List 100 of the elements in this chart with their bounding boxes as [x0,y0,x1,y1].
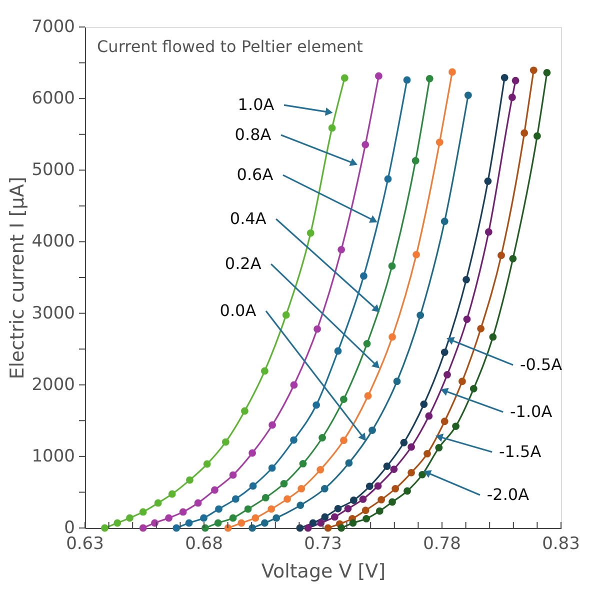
point [444,370,451,378]
point [260,519,268,527]
annotation: -1.5A [499,442,542,462]
point [260,367,268,375]
point [252,514,260,522]
point [268,505,276,513]
point [338,246,346,254]
point [304,524,312,532]
point [392,485,400,492]
point [126,514,134,522]
point [306,229,314,237]
point [238,519,246,527]
point [248,524,256,532]
point [412,156,420,164]
point [366,482,374,490]
point [248,449,256,457]
annotation: -0.5A [520,354,562,374]
annotation: 1.0A [238,95,274,114]
point [448,68,456,76]
point [362,514,370,522]
y-tick-label: 2000 [32,374,75,395]
point [440,218,448,226]
point [298,485,306,492]
point [318,434,326,442]
point [340,436,348,444]
point [284,495,292,503]
annotation: 0.8A [234,124,272,144]
point [214,519,222,527]
point [484,228,492,236]
point [520,129,528,137]
point [462,276,470,284]
point [362,140,370,148]
point [338,524,346,532]
point [452,422,460,430]
point [290,436,298,444]
point [320,485,328,492]
point [296,502,304,510]
annotation: 0.0A [220,301,256,320]
point [203,460,211,468]
point [543,68,551,76]
point [139,508,147,516]
point [412,250,420,258]
point [362,506,370,514]
point [330,513,338,521]
point [290,381,298,389]
point [321,513,329,521]
annotation: 0.2A [224,254,262,274]
point [324,524,332,532]
point [179,508,187,516]
point [376,507,384,515]
point [508,94,516,102]
point [316,466,324,474]
point [440,348,448,356]
y-tick-label: 4000 [32,232,75,252]
x-tick-label: 0.78 [423,534,461,554]
y-axis-title: Electric current I [μA] [6,176,28,380]
point [232,495,240,503]
point [393,378,401,386]
point [426,74,434,82]
point [296,524,304,532]
point [340,396,348,404]
point [249,482,257,490]
point [477,324,484,332]
point [463,316,471,323]
point [403,76,411,84]
point [328,124,336,132]
point [420,400,428,408]
point [262,494,270,502]
point [299,460,307,468]
point [384,175,392,183]
annotation: -2.0A [486,485,530,504]
point [165,514,172,522]
x-tick-label: 0.83 [542,534,580,554]
point [215,505,222,513]
point [268,464,276,472]
annotation: -1.0A [510,402,552,422]
point [114,519,122,527]
point [200,514,208,522]
point [309,519,317,527]
point [408,443,416,451]
point [416,312,424,319]
y-tick-label: 7000 [32,17,75,37]
point [512,76,520,84]
annotation: 0.4A [230,208,266,228]
point [186,476,194,484]
point [334,504,342,512]
point [500,74,508,82]
y-tick-label: 5000 [32,160,75,180]
point [172,524,180,532]
point [349,519,357,527]
point [139,524,147,532]
point [388,262,396,270]
point [240,407,248,415]
point [340,74,348,82]
point [268,421,276,429]
point [383,462,391,470]
point [314,325,321,333]
point [435,444,443,452]
point [374,72,382,80]
point [390,466,398,474]
